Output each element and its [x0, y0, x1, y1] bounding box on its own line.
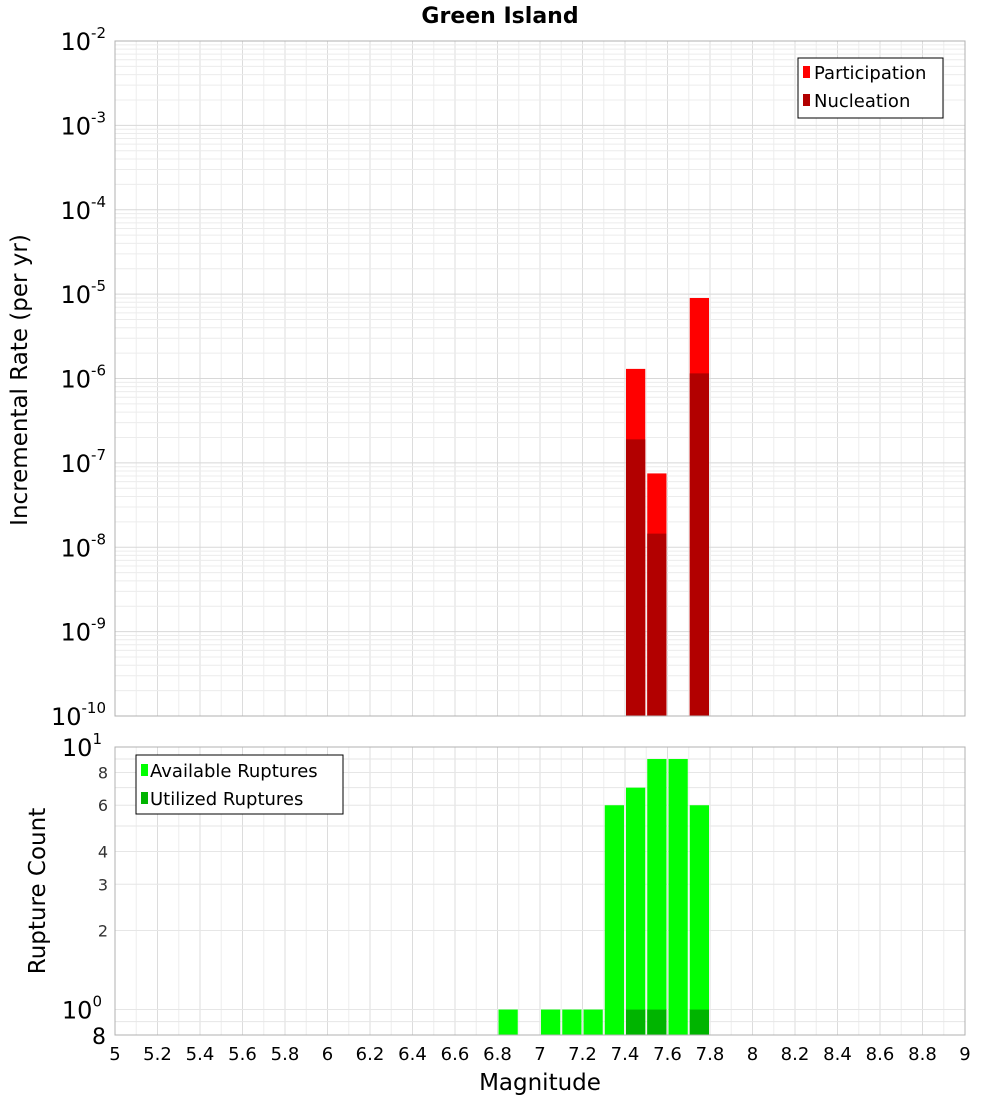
x-axis-title: Magnitude	[479, 1070, 601, 1096]
legend-swatch-available-ruptures	[141, 764, 148, 776]
svg-text:10-7: 10-7	[60, 446, 106, 478]
svg-text:101: 101	[62, 730, 102, 762]
top-y-tick-label: 10-6	[60, 362, 106, 394]
bottom-y-tick-label: 101	[62, 730, 102, 762]
top-plot-legend: Participation Nucleation	[797, 57, 944, 119]
x-tick-label: 8.4	[823, 1044, 852, 1065]
top-y-tick-label: 10-2	[60, 24, 106, 56]
legend-swatch-participation	[803, 66, 810, 78]
top-legend-box	[797, 57, 944, 119]
svg-text:10-2: 10-2	[60, 24, 106, 56]
top-plot-y-tick-labels: 10-2 10-3 10-4 10-5 10-6 10-7 10-8 10-9 10-10	[51, 24, 106, 731]
x-tick-label: 8.8	[908, 1044, 937, 1065]
bottom-y-minor-tick-label: 2	[98, 922, 108, 941]
top-y-tick-label: 10-8	[60, 530, 106, 562]
top-y-tick-label: 10-3	[60, 108, 106, 140]
top-plot-y-axis-title: Incremental Rate (per yr)	[7, 234, 33, 526]
legend-swatch-utilized-ruptures	[141, 792, 148, 804]
x-tick-label: 7.4	[611, 1044, 640, 1065]
legend-label-available-ruptures: Available Ruptures	[150, 761, 318, 782]
svg-text:10-3: 10-3	[60, 108, 106, 140]
nucleation-bar	[647, 533, 667, 716]
x-tick-label: 8	[747, 1044, 758, 1065]
utilized-ruptures-bar	[626, 1009, 646, 1035]
svg-text:10-6: 10-6	[60, 362, 106, 394]
svg-text:100: 100	[62, 993, 102, 1025]
available-ruptures-bar	[626, 787, 646, 1035]
x-tick-label: 8.2	[781, 1044, 810, 1065]
available-ruptures-bar	[668, 759, 688, 1035]
svg-text:10-10: 10-10	[51, 699, 106, 731]
x-tick-label: 6.2	[356, 1044, 385, 1065]
utilized-ruptures-bar	[647, 1009, 667, 1035]
nucleation-bar	[626, 439, 646, 716]
bottom-y-minor-tick-label: 6	[98, 796, 108, 815]
available-ruptures-bar	[647, 759, 667, 1035]
svg-text:10-9: 10-9	[60, 615, 106, 647]
x-tick-label: 6.8	[483, 1044, 512, 1065]
available-ruptures-bar	[689, 805, 709, 1035]
x-tick-label: 7.6	[653, 1044, 682, 1065]
available-ruptures-bar	[604, 805, 624, 1035]
top-y-tick-label: 10-7	[60, 446, 106, 478]
bottom-legend-box	[135, 754, 344, 815]
top-y-tick-label: 10-5	[60, 277, 106, 309]
x-tick-label: 5	[109, 1044, 120, 1065]
available-ruptures-bar	[541, 1009, 561, 1035]
legend-label-utilized-ruptures: Utilized Ruptures	[150, 789, 303, 810]
x-axis-tick-labels: 5 5.2 5.4 5.6 5.8 6 6.2 6.4 6.6 6.8 7 7.2 7.4 7.6 7.8 8…	[109, 1044, 970, 1065]
available-ruptures-bar	[562, 1009, 582, 1035]
bottom-y-min-tick-label: 8	[92, 1025, 106, 1050]
x-tick-label: 7	[534, 1044, 545, 1065]
available-ruptures-bar	[498, 1009, 518, 1035]
x-tick-label: 9	[959, 1044, 970, 1065]
bottom-y-minor-tick-label: 4	[98, 842, 108, 861]
x-tick-label: 7.8	[696, 1044, 725, 1065]
x-tick-label: 5.2	[143, 1044, 172, 1065]
top-plot-gridlines	[114, 41, 966, 717]
x-tick-label: 8.6	[866, 1044, 895, 1065]
bottom-plot-frame	[114, 746, 966, 1036]
top-y-tick-label: 10-4	[60, 193, 106, 225]
bottom-plot-y-axis-title: Rupture Count	[25, 808, 51, 974]
x-tick-label: 6.6	[441, 1044, 470, 1065]
top-y-tick-label: 10-9	[60, 615, 106, 647]
top-plot-bars	[626, 297, 709, 716]
x-tick-label: 6.4	[398, 1044, 427, 1065]
legend-label-participation: Participation	[814, 63, 926, 84]
svg-text:10-5: 10-5	[60, 277, 106, 309]
chart-title: Green Island	[421, 4, 578, 29]
top-plot-frame	[114, 40, 966, 717]
svg-text:10-8: 10-8	[60, 530, 106, 562]
bottom-y-minor-tick-label: 3	[98, 875, 108, 894]
utilized-ruptures-bar	[689, 1009, 709, 1035]
legend-label-nucleation: Nucleation	[814, 91, 910, 112]
x-tick-label: 5.8	[271, 1044, 300, 1065]
x-tick-label: 5.6	[228, 1044, 257, 1065]
nucleation-bar	[689, 373, 709, 716]
bottom-plot-bars	[498, 759, 709, 1035]
x-tick-label: 5.4	[186, 1044, 215, 1065]
bottom-y-tick-label: 100	[62, 993, 102, 1025]
legend-swatch-nucleation	[803, 94, 810, 106]
bottom-y-minor-tick-label: 8	[98, 763, 108, 782]
svg-text:10-4: 10-4	[60, 193, 106, 225]
available-ruptures-bar	[583, 1009, 603, 1035]
x-tick-label: 7.2	[568, 1044, 597, 1065]
top-y-tick-label: 10-10	[51, 699, 106, 731]
bottom-plot-legend: Available Ruptures Utilized Ruptures	[135, 754, 344, 815]
x-tick-label: 6	[322, 1044, 333, 1065]
